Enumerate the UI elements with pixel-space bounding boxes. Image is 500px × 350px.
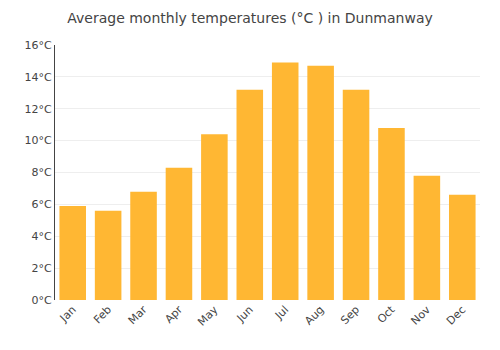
- svg-text:Average monthly temperatures (: Average monthly temperatures (°C ) in Du…: [67, 10, 433, 26]
- svg-text:Jun: Jun: [234, 303, 256, 325]
- svg-text:Sep: Sep: [338, 303, 362, 327]
- svg-text:May: May: [195, 303, 221, 329]
- svg-text:10°C: 10°C: [25, 134, 52, 147]
- svg-text:Dec: Dec: [444, 303, 468, 327]
- svg-text:12°C: 12°C: [25, 103, 52, 116]
- svg-text:Nov: Nov: [409, 303, 434, 328]
- svg-text:Jan: Jan: [57, 303, 79, 325]
- svg-text:Feb: Feb: [91, 303, 114, 326]
- svg-text:8°C: 8°C: [32, 166, 52, 179]
- svg-text:14°C: 14°C: [25, 71, 52, 84]
- svg-text:Apr: Apr: [162, 303, 185, 326]
- svg-text:4°C: 4°C: [32, 230, 52, 243]
- svg-text:Jul: Jul: [272, 303, 291, 322]
- svg-text:Oct: Oct: [375, 303, 398, 326]
- svg-text:2°C: 2°C: [32, 262, 52, 275]
- svg-text:6°C: 6°C: [32, 198, 52, 211]
- svg-text:Aug: Aug: [302, 303, 326, 327]
- svg-text:Mar: Mar: [126, 303, 150, 327]
- svg-text:0°C: 0°C: [32, 294, 52, 307]
- svg-text:16°C: 16°C: [25, 39, 52, 52]
